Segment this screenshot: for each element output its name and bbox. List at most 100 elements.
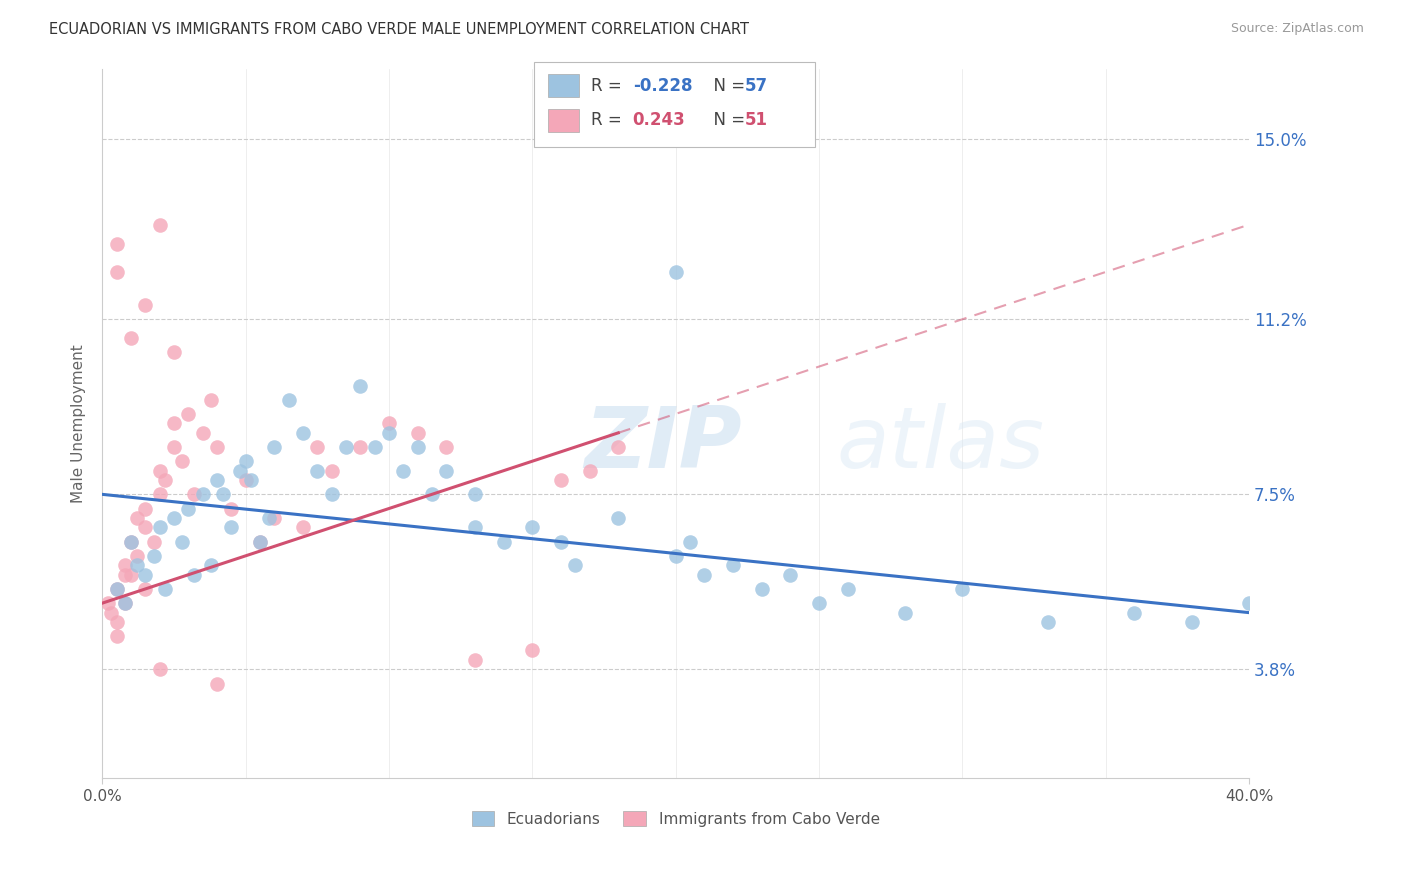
Point: [464, 653, 486, 667]
Point: [105, 582, 128, 596]
Point: [200, 392, 222, 407]
Point: [148, 218, 170, 232]
Point: [277, 392, 299, 407]
Point: [321, 487, 343, 501]
Point: [105, 582, 128, 596]
Point: [434, 440, 457, 454]
Point: [125, 511, 148, 525]
Point: [307, 464, 329, 478]
Point: [378, 417, 401, 431]
Point: [134, 298, 156, 312]
Point: [97, 596, 120, 610]
Point: [191, 487, 214, 501]
Text: ZIP: ZIP: [583, 403, 741, 486]
Point: [578, 464, 600, 478]
Text: -0.228: -0.228: [633, 77, 692, 95]
Point: [134, 582, 156, 596]
Point: [335, 440, 357, 454]
Point: [211, 487, 233, 501]
Text: R =: R =: [591, 112, 631, 129]
Point: [177, 407, 200, 421]
Text: N =: N =: [703, 77, 751, 95]
Point: [240, 473, 263, 487]
Text: ECUADORIAN VS IMMIGRANTS FROM CABO VERDE MALE UNEMPLOYMENT CORRELATION CHART: ECUADORIAN VS IMMIGRANTS FROM CABO VERDE…: [49, 22, 749, 37]
Point: [837, 582, 859, 596]
Point: [114, 596, 136, 610]
Point: [349, 440, 371, 454]
Point: [219, 520, 242, 534]
Point: [434, 464, 457, 478]
Point: [392, 464, 415, 478]
Point: [125, 549, 148, 563]
Point: [134, 567, 156, 582]
Point: [163, 511, 186, 525]
Point: [105, 265, 128, 279]
Point: [105, 629, 128, 643]
Point: [142, 534, 165, 549]
Y-axis label: Male Unemployment: Male Unemployment: [72, 344, 86, 503]
Point: [235, 473, 257, 487]
Point: [177, 501, 200, 516]
Point: [148, 662, 170, 676]
Point: [522, 520, 544, 534]
Point: [522, 643, 544, 657]
Point: [307, 440, 329, 454]
Point: [205, 473, 228, 487]
Point: [163, 417, 186, 431]
Point: [779, 567, 801, 582]
Point: [163, 345, 186, 359]
Text: atlas: atlas: [837, 403, 1045, 486]
Point: [142, 549, 165, 563]
Point: [1237, 596, 1260, 610]
Point: [693, 567, 716, 582]
Point: [114, 596, 136, 610]
Point: [183, 487, 205, 501]
Legend: Ecuadorians, Immigrants from Cabo Verde: Ecuadorians, Immigrants from Cabo Verde: [464, 803, 887, 834]
Point: [148, 487, 170, 501]
Point: [263, 511, 285, 525]
Point: [120, 567, 142, 582]
Point: [105, 615, 128, 629]
Text: Source: ZipAtlas.com: Source: ZipAtlas.com: [1230, 22, 1364, 36]
Point: [464, 520, 486, 534]
Point: [420, 487, 443, 501]
Point: [155, 473, 177, 487]
Point: [363, 440, 385, 454]
Point: [114, 558, 136, 573]
Point: [665, 265, 688, 279]
Point: [721, 558, 744, 573]
Point: [172, 454, 194, 468]
Point: [492, 534, 515, 549]
Point: [257, 511, 280, 525]
Point: [105, 236, 128, 251]
Point: [229, 464, 252, 478]
Point: [205, 440, 228, 454]
Point: [148, 464, 170, 478]
Point: [464, 487, 486, 501]
Point: [235, 454, 257, 468]
Point: [155, 582, 177, 596]
Point: [607, 440, 630, 454]
Point: [321, 464, 343, 478]
Point: [807, 596, 830, 610]
Point: [183, 567, 205, 582]
Text: 0.243: 0.243: [633, 112, 686, 129]
Point: [378, 425, 401, 440]
Point: [263, 440, 285, 454]
Point: [607, 511, 630, 525]
Text: N =: N =: [703, 112, 751, 129]
Point: [163, 440, 186, 454]
Point: [291, 520, 314, 534]
Point: [751, 582, 773, 596]
Point: [894, 606, 917, 620]
Point: [200, 558, 222, 573]
Point: [564, 558, 586, 573]
Point: [406, 440, 429, 454]
Point: [1181, 615, 1204, 629]
Point: [191, 425, 214, 440]
Point: [665, 549, 688, 563]
Point: [120, 331, 142, 345]
Point: [249, 534, 271, 549]
Point: [679, 534, 702, 549]
Point: [349, 378, 371, 392]
